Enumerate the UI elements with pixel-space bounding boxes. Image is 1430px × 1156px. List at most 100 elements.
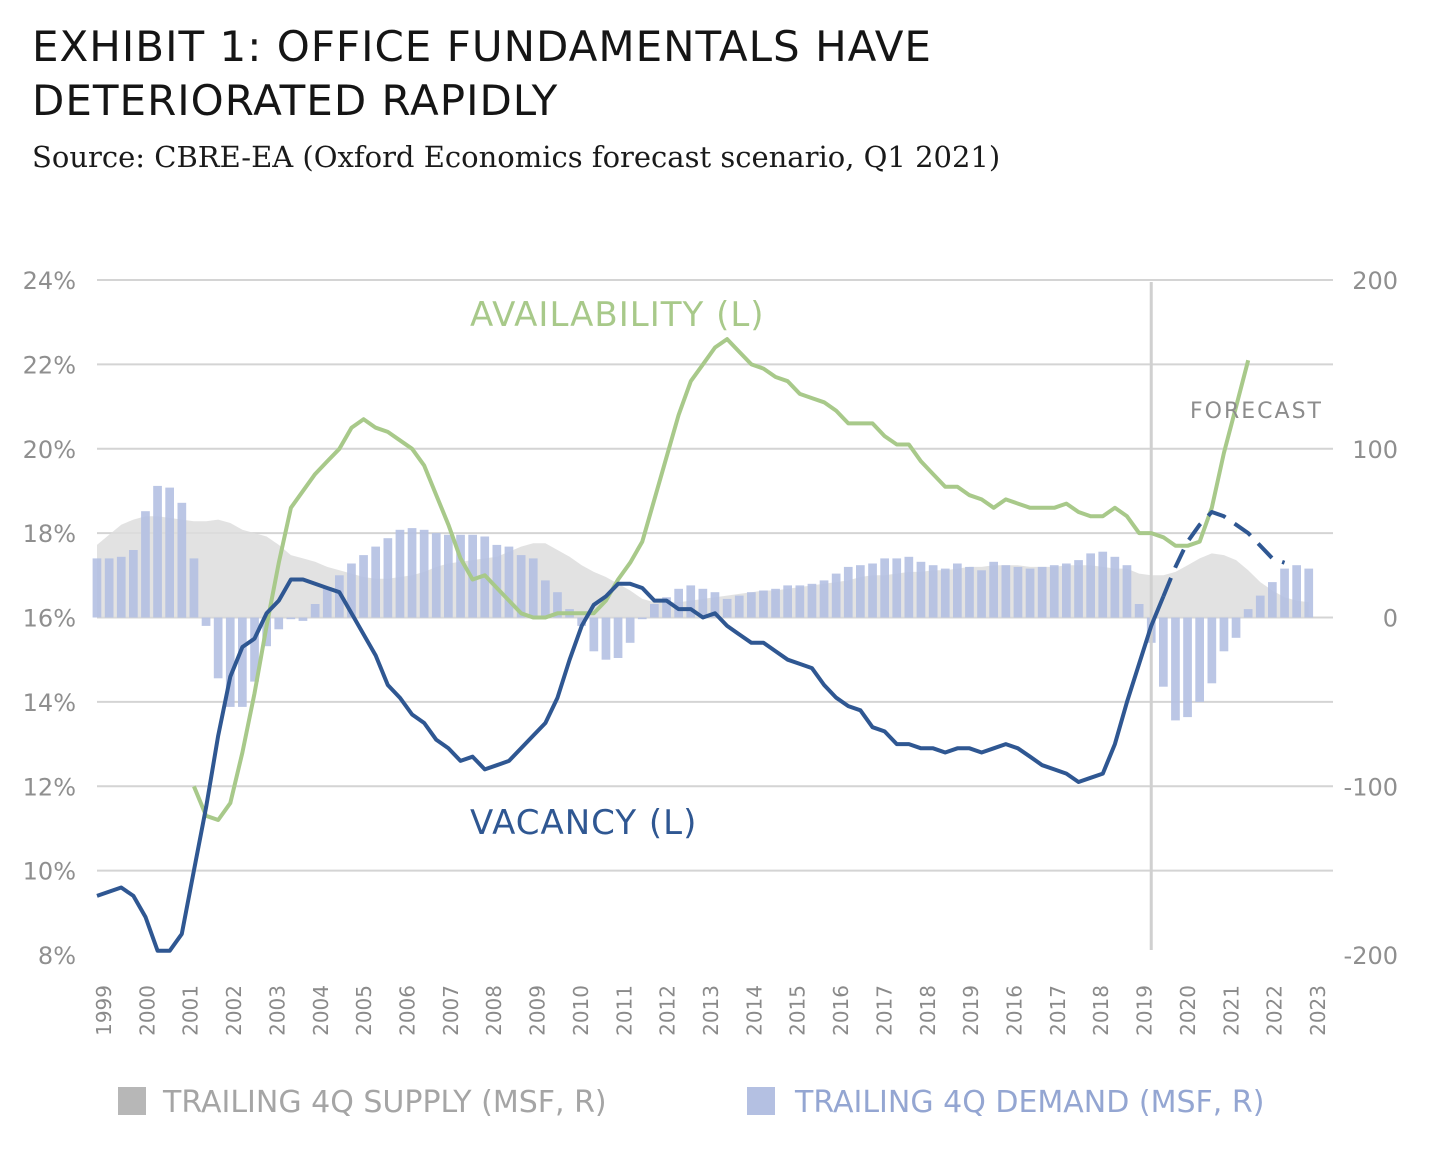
left-axis-tick: 22% <box>23 351 76 379</box>
x-axis-tick: 2017 <box>1046 985 1070 1036</box>
demand-bar <box>831 573 841 618</box>
right-axis-tick: -200 <box>1344 942 1398 970</box>
demand-bar <box>686 585 696 618</box>
demand-bar-series <box>92 485 1314 721</box>
right-axis-tick: 100 <box>1352 436 1398 464</box>
demand-bar <box>322 587 332 618</box>
demand-bar <box>153 485 162 618</box>
supply-legend-label: TRAILING 4Q SUPPLY (MSF, R) <box>162 1085 607 1120</box>
demand-bar <box>1195 617 1204 702</box>
line-series <box>96 337 1286 953</box>
demand-bar <box>516 555 526 618</box>
demand-bar <box>601 617 611 660</box>
demand-bar <box>201 617 211 626</box>
vacancy-label: VACANCY (L) <box>470 803 697 843</box>
x-axis-tick: 2002 <box>222 985 246 1036</box>
demand-bar <box>1086 553 1095 618</box>
demand-bar <box>965 566 974 618</box>
demand-bar <box>419 529 429 618</box>
demand-bar <box>1134 604 1144 618</box>
demand-bar <box>1219 617 1229 652</box>
demand-bar <box>1255 595 1265 618</box>
x-axis-tick: 2021 <box>1219 985 1243 1036</box>
demand-bar <box>940 568 950 618</box>
x-axis-tick: 2013 <box>699 985 723 1036</box>
right-axis: 200 100 0 -100 -200 <box>1344 267 1398 970</box>
demand-bar <box>298 617 308 621</box>
demand-bar <box>1074 560 1083 618</box>
demand-bar <box>1122 565 1132 618</box>
demand-bar <box>625 617 635 643</box>
chart-subtitle: Source: CBRE-EA (Oxford Economics foreca… <box>32 140 1001 174</box>
demand-bar <box>928 565 938 618</box>
demand-bar <box>650 604 659 618</box>
x-axis-tick: 1999 <box>92 985 116 1036</box>
annotations: AVAILABILITY (L) VACANCY (L) FORECAST <box>470 295 1323 843</box>
demand-bar <box>225 617 235 707</box>
demand-bar <box>1243 609 1253 618</box>
demand-bar <box>880 558 889 618</box>
demand-bar <box>189 558 199 618</box>
demand-bar <box>492 544 502 618</box>
demand-bar <box>1171 617 1180 721</box>
legend: TRAILING 4Q SUPPLY (MSF, R) TRAILING 4Q D… <box>118 1085 1264 1120</box>
demand-bar <box>795 585 805 618</box>
demand-bar <box>92 558 102 618</box>
demand-bar <box>868 563 877 618</box>
demand-legend-label: TRAILING 4Q DEMAND (MSF, R) <box>794 1085 1264 1120</box>
x-axis-tick: 2019 <box>1133 985 1157 1036</box>
demand-bar <box>1268 582 1277 618</box>
demand-bar <box>892 558 902 618</box>
demand-bar <box>383 538 393 618</box>
x-axis-tick: 2011 <box>612 985 636 1036</box>
demand-bar <box>953 563 962 618</box>
demand-bar <box>528 558 538 618</box>
left-axis-tick: 16% <box>23 605 76 633</box>
demand-bar <box>407 528 417 618</box>
demand-bar <box>213 617 223 679</box>
demand-bar <box>238 617 247 707</box>
availability-line <box>192 337 1251 822</box>
demand-bar <box>577 617 586 626</box>
x-axis-tick: 2001 <box>179 985 203 1036</box>
x-axis-tick: 2000 <box>135 985 159 1036</box>
demand-bar <box>674 588 683 618</box>
demand-bar <box>116 556 126 618</box>
demand-bar <box>771 588 780 618</box>
demand-bar <box>1292 565 1301 618</box>
x-axis-tick: 2005 <box>352 985 376 1036</box>
x-axis-tick: 2019 <box>959 985 983 1036</box>
demand-bar <box>916 561 926 618</box>
demand-bar <box>456 534 465 618</box>
demand-bar <box>613 617 623 658</box>
right-axis-tick: -100 <box>1344 773 1398 801</box>
demand-bar <box>141 511 150 618</box>
left-axis-tick: 8% <box>38 942 76 970</box>
x-axis-tick: 2012 <box>656 985 680 1036</box>
left-axis-tick: 24% <box>23 267 76 295</box>
left-axis-tick: 12% <box>23 773 76 801</box>
x-axis-tick: 2023 <box>1306 985 1330 1036</box>
x-axis-tick: 2008 <box>482 985 506 1036</box>
demand-bar <box>710 592 720 618</box>
demand-bar <box>1231 617 1241 638</box>
demand-legend-swatch <box>747 1087 775 1115</box>
demand-bar <box>722 598 732 618</box>
x-axis-tick: 2015 <box>786 985 810 1036</box>
x-axis-tick: 2006 <box>396 985 420 1036</box>
demand-bar <box>104 558 114 618</box>
demand-bar <box>1280 568 1289 618</box>
demand-bar <box>747 592 756 618</box>
demand-bar <box>977 570 986 618</box>
demand-bar <box>989 561 998 618</box>
forecast-label: FORECAST <box>1190 399 1323 424</box>
x-axis-tick: 2017 <box>872 985 896 1036</box>
demand-bar <box>734 595 744 618</box>
left-axis-tick: 14% <box>23 689 76 717</box>
right-axis-tick: 200 <box>1352 267 1398 295</box>
availability-label: AVAILABILITY (L) <box>470 295 765 335</box>
x-axis-tick: 2004 <box>309 985 333 1036</box>
demand-bar <box>165 487 174 618</box>
demand-bar <box>698 588 708 618</box>
demand-bar <box>553 592 562 618</box>
